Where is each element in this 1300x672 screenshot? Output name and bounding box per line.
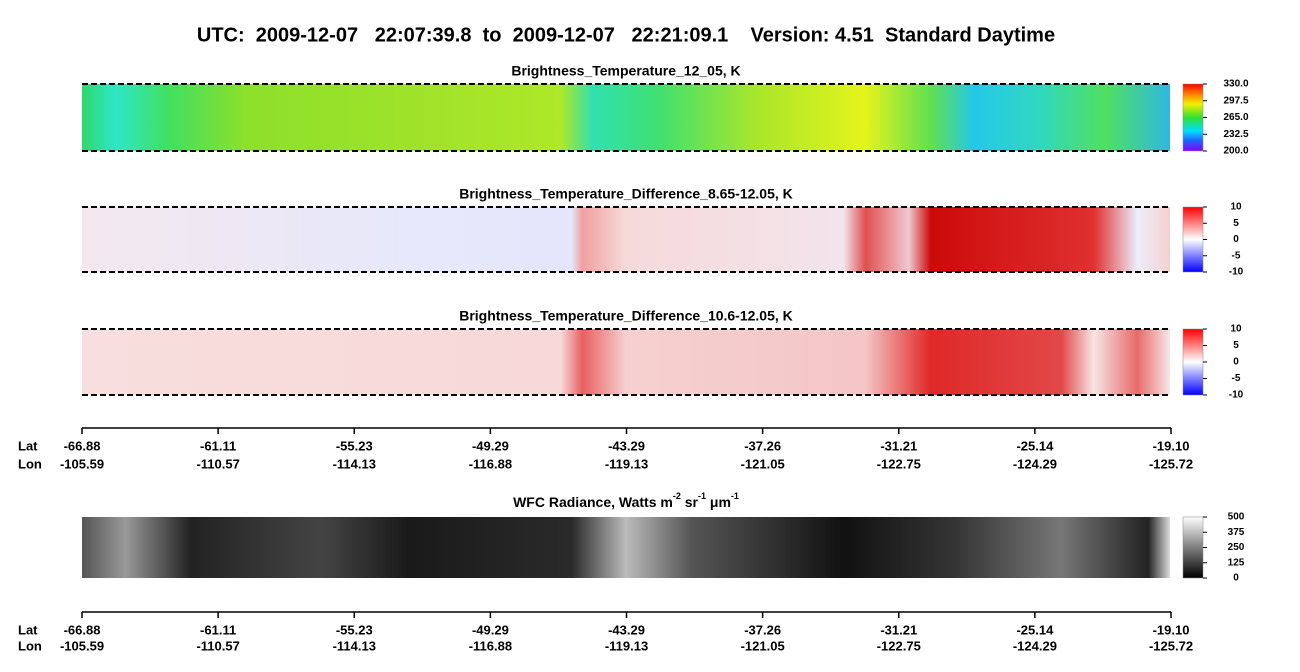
colorbar-tick-label: -10	[1229, 390, 1244, 401]
axis-row-label: Lon	[18, 456, 42, 471]
lat-label: -55.23	[336, 438, 373, 453]
colorbar-tick-label: 232.5	[1223, 129, 1248, 140]
lat-label: -61.11	[200, 438, 236, 453]
lat-label: -19.10	[1153, 622, 1190, 637]
colorbar-tick-label: 250	[1228, 542, 1245, 553]
lat-label: -66.88	[64, 438, 101, 453]
colorbar-tick-label: 125	[1228, 557, 1245, 568]
title-part: WFC Radiance, Watts m	[513, 494, 673, 510]
colorbar-tick-label: 5	[1233, 218, 1239, 229]
lon-label: -110.57	[196, 456, 239, 471]
lon-label: -110.57	[196, 638, 239, 653]
colorbar-tick-label: 5	[1233, 340, 1239, 351]
lat-label: -19.10	[1153, 438, 1190, 453]
lon-label: -124.29	[1013, 456, 1057, 471]
colorbar-tick-label: -5	[1232, 373, 1241, 384]
lon-label: -119.13	[605, 456, 648, 471]
title-part: -2	[673, 491, 681, 501]
axis-row-label: Lat	[18, 438, 38, 453]
lon-label: -119.13	[605, 638, 648, 653]
title-part: sr	[681, 494, 699, 510]
colorbar	[1182, 83, 1204, 152]
colorbar-tick-label: -5	[1232, 250, 1241, 261]
colorbar-tick-label: 10	[1230, 202, 1242, 213]
image-panel	[82, 84, 1170, 151]
colorbar-tick-label: 0	[1233, 357, 1239, 368]
lon-label: -121.05	[741, 638, 785, 653]
lon-label: -114.13	[333, 456, 376, 471]
title-part: μm	[706, 494, 731, 510]
colorbar-tick-label: -10	[1229, 267, 1244, 278]
lat-label: -31.21	[880, 438, 917, 453]
colorbar-tick-label: 500	[1228, 512, 1245, 523]
panel-title: Brightness_Temperature_12_05, K	[511, 63, 740, 79]
main-title: UTC: 2009-12-07 22:07:39.8 to 2009-12-07…	[197, 24, 1055, 46]
colorbar-tick-label: 297.5	[1223, 95, 1248, 106]
lon-label: -116.88	[469, 456, 512, 471]
lat-label: -61.11	[200, 622, 236, 637]
colorbar	[1182, 206, 1204, 273]
title-part: -1	[698, 491, 706, 501]
lat-label: -25.14	[1016, 438, 1054, 453]
colorbar-tick-label: 200.0	[1223, 146, 1248, 157]
lat-label: -25.14	[1016, 622, 1054, 637]
colorbar-tick-label: 330.0	[1223, 79, 1248, 90]
image-panel	[82, 329, 1170, 395]
lat-label: -37.26	[744, 438, 781, 453]
axis-row-label: Lat	[18, 622, 38, 637]
lat-label: -31.21	[880, 622, 917, 637]
colorbar-tick-label: 0	[1233, 573, 1239, 584]
lat-label: -43.29	[608, 622, 645, 637]
lat-label: -66.88	[64, 622, 101, 637]
panel-title: Brightness_Temperature_Difference_10.6-1…	[459, 308, 793, 324]
colorbar-tick-label: 375	[1228, 527, 1245, 538]
panel-title: Brightness_Temperature_Difference_8.65-1…	[459, 186, 793, 202]
lon-label: -105.59	[60, 456, 104, 471]
colorbar-tick-label: 0	[1233, 234, 1239, 245]
lat-label: -43.29	[608, 438, 645, 453]
colorbar-tick-label: 10	[1230, 324, 1242, 335]
lat-label: -49.29	[472, 622, 509, 637]
axis-row-label: Lon	[18, 638, 42, 653]
lon-label: -124.29	[1013, 638, 1057, 653]
image-panel	[82, 207, 1170, 272]
lon-label: -125.72	[1149, 456, 1193, 471]
lon-label: -121.05	[741, 456, 785, 471]
lon-label: -116.88	[469, 638, 512, 653]
lat-label: -37.26	[744, 622, 781, 637]
panel-title: WFC Radiance, Watts m-2 sr-1 μm-1	[513, 491, 739, 509]
title-part: -1	[731, 491, 739, 501]
image-panel	[82, 517, 1170, 578]
colorbar	[1182, 516, 1204, 579]
lat-label: -49.29	[472, 438, 509, 453]
lon-label: -122.75	[877, 638, 921, 653]
lon-label: -105.59	[60, 638, 104, 653]
lat-label: -55.23	[336, 622, 373, 637]
lon-label: -125.72	[1149, 638, 1193, 653]
lon-label: -122.75	[877, 456, 921, 471]
colorbar-tick-label: 265.0	[1223, 112, 1248, 123]
lon-label: -114.13	[333, 638, 376, 653]
colorbar	[1182, 328, 1204, 396]
